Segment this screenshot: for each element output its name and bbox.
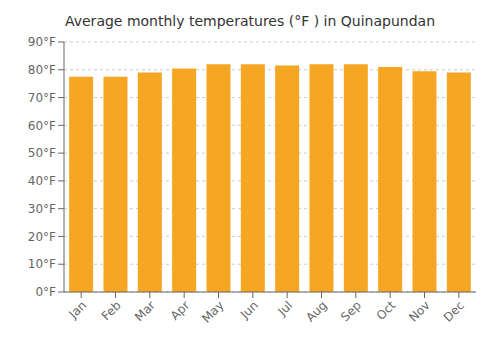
svg-text:10°F: 10°F (28, 257, 56, 271)
html-text:Average monthly temperatures (: Average monthly temperatures (°F ) in Qu… (65, 13, 435, 29)
svg-text:40°F: 40°F (28, 174, 56, 188)
svg-text:0°F: 0°F (35, 285, 56, 299)
svg-text:Apr: Apr (168, 298, 193, 323)
svg-text:May: May (199, 298, 226, 325)
svg-text:20°F: 20°F (28, 230, 56, 244)
svg-text:Jan: Jan (66, 298, 90, 322)
svg-text:Jun: Jun (237, 298, 261, 322)
svg-text:30°F: 30°F (28, 202, 56, 216)
svg-text:Aug: Aug (303, 298, 329, 324)
svg-text:90°F: 90°F (28, 35, 56, 49)
svg-text:60°F: 60°F (28, 119, 56, 133)
svg-text:Sep: Sep (338, 298, 364, 324)
svg-text:Mar: Mar (132, 298, 158, 324)
svg-text:Nov: Nov (406, 298, 432, 324)
svg-text:Dec: Dec (441, 298, 467, 324)
svg-text:Feb: Feb (99, 298, 124, 323)
svg-text:Oct: Oct (374, 298, 399, 323)
svg-text:70°F: 70°F (28, 91, 56, 105)
svg-text:80°F: 80°F (28, 63, 56, 77)
svg-text:Jul: Jul (274, 298, 295, 319)
svg-text:50°F: 50°F (28, 146, 56, 160)
